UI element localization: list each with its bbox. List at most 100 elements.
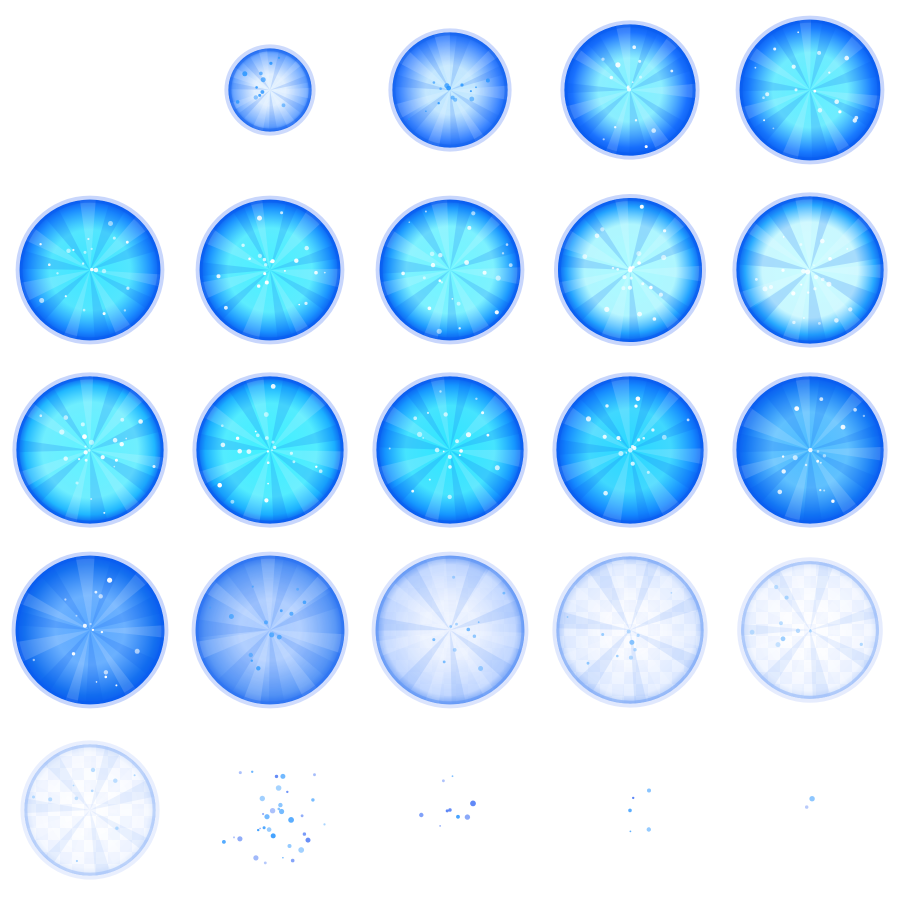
orb-sparkle <box>795 628 801 633</box>
orb-sparkle <box>627 87 631 92</box>
orb-sparkle <box>782 236 785 238</box>
orb-rim <box>16 376 164 524</box>
orb-sparkle <box>436 328 442 334</box>
orb-sparkle <box>611 266 615 270</box>
spark-particle <box>277 807 281 811</box>
orb-sparkle <box>63 456 68 461</box>
orb-sparkle <box>102 312 106 316</box>
spark-particle <box>632 796 635 800</box>
orb-sparkle <box>133 774 136 777</box>
orb-sparkle <box>629 276 633 280</box>
orb-sparkle <box>472 634 477 638</box>
spark-particle <box>313 773 316 777</box>
energy-orb <box>195 195 345 345</box>
orb-sparkle <box>254 430 257 433</box>
orb-sparkle <box>834 99 839 104</box>
orb-rays <box>16 376 164 524</box>
orb-sparkle <box>755 278 758 281</box>
orb-sparkle <box>465 432 472 438</box>
orb-rays <box>199 200 341 340</box>
orb-rim <box>558 198 702 342</box>
orb-sparkle <box>134 648 140 654</box>
sprite-frame-8 <box>360 180 540 360</box>
orb-sparkle <box>686 418 690 422</box>
orb-sparkle <box>819 397 824 401</box>
orb-sparkle <box>774 584 779 590</box>
orb-sparkle <box>637 438 641 442</box>
orb-sparkle <box>401 271 405 276</box>
orb-sparkle <box>602 138 605 141</box>
orb-sparkle <box>264 280 269 285</box>
dissolve-checker <box>556 556 704 704</box>
frame-22-graphic <box>222 770 326 865</box>
orb-sparkle <box>241 243 245 247</box>
orb-sparkle <box>637 261 641 265</box>
orb-sparkle <box>260 90 265 94</box>
orb-sparkle <box>257 253 262 258</box>
spark-particle <box>445 809 449 813</box>
sprite-frame-4 <box>540 0 720 180</box>
orb-rim <box>375 555 525 705</box>
orb-rim <box>15 555 165 705</box>
orb-sparkle <box>585 416 592 422</box>
frame-4-graphic <box>560 20 700 160</box>
frame-11-graphic <box>12 372 168 528</box>
spark-particle <box>282 856 284 859</box>
orb-sparkle <box>781 469 786 474</box>
orb-sparkle <box>84 458 88 462</box>
frame-17-graphic <box>191 551 349 709</box>
orb-sparkle <box>646 470 650 474</box>
orb-sparkle <box>799 243 803 246</box>
orb-sparkle <box>94 590 98 594</box>
energy-orb <box>191 551 349 709</box>
orb-sparkle <box>113 465 116 468</box>
orb-sparkle <box>64 598 67 601</box>
orb-sparkle <box>114 458 118 462</box>
spark-particle <box>451 775 454 778</box>
orb-sparkle <box>228 614 234 619</box>
orb-sparkle <box>87 237 90 241</box>
orb-sparkle <box>817 50 822 55</box>
spark-particle <box>222 840 226 844</box>
spark-particle <box>274 774 279 779</box>
orb-sparkle <box>804 463 808 467</box>
energy-orb <box>375 195 525 345</box>
orb-sparkle <box>270 449 274 452</box>
orb-sparkle <box>66 248 71 253</box>
orb-sparkle <box>112 236 116 240</box>
frame-6-graphic <box>15 195 165 345</box>
orb-sparkle <box>775 642 781 648</box>
orb-sparkle <box>138 419 143 424</box>
orb-sparkle <box>74 796 79 801</box>
orb-sparkle <box>93 267 99 273</box>
spark-particle <box>629 830 632 833</box>
orb-sparkle <box>777 489 783 495</box>
orb-sparkle <box>298 303 300 306</box>
orb-sparkle <box>840 424 846 430</box>
orb-sparkle <box>64 295 67 298</box>
orb-sparkle <box>434 447 440 453</box>
spark-particle <box>805 805 809 809</box>
orb-sparkle <box>494 465 500 471</box>
orb-sparkle <box>237 448 242 454</box>
orb-sparkle <box>430 262 436 268</box>
orb-sparkle <box>604 306 610 312</box>
orb-sparkle <box>466 627 471 632</box>
orb-sparkle <box>255 86 258 89</box>
orb-sparkle <box>266 461 270 464</box>
orb-sparkle <box>636 633 640 637</box>
orb-sparkle <box>614 126 617 129</box>
orb-sparkle <box>108 221 113 226</box>
spark-particle <box>269 808 276 814</box>
orb-sparkle <box>208 606 212 609</box>
sprite-frame-3 <box>360 0 540 180</box>
frame-23-graphic <box>419 775 476 827</box>
orb-sparkle <box>217 482 222 488</box>
orb-sparkle <box>260 77 266 83</box>
orb-sparkle <box>848 307 853 312</box>
orb-sparkle <box>123 309 127 312</box>
energy-orb <box>371 551 529 709</box>
orb-sparkle <box>235 100 240 104</box>
orb-sparkle <box>477 621 480 624</box>
orb-rim <box>556 376 704 524</box>
